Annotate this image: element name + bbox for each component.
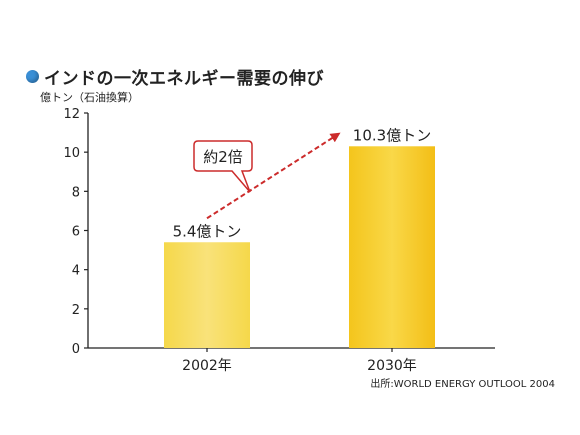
bar-2030: [349, 146, 435, 348]
y-tick-label: 0: [72, 342, 80, 357]
chart-title: インドの一次エネルギー需要の伸び: [44, 69, 324, 89]
blue-circle-bullet-icon: [26, 70, 39, 83]
category-labels: 2002年 2030年: [182, 358, 417, 374]
y-tick-label: 2: [72, 303, 80, 318]
growth-arrow: [206, 132, 341, 220]
y-tick-label: 8: [72, 185, 80, 200]
callout-box: [193, 140, 253, 193]
bar-value-label: 5.4億トン: [173, 222, 242, 240]
data-labels: 5.4億トン 10.3億トン: [173, 126, 432, 240]
title-row: インドの一次エネルギー需要の伸び: [26, 64, 324, 89]
bars: [164, 146, 435, 348]
bar-value-label: 10.3億トン: [353, 126, 431, 144]
source-note: 出所:WORLD ENERGY OUTLOOL 2004: [370, 377, 555, 390]
y-tick-label: 6: [72, 225, 80, 240]
bar-2002: [164, 242, 250, 348]
callout-label: 約2倍: [203, 148, 243, 166]
y-axis: 0 2 4 6 8 10 12: [63, 107, 89, 357]
x-category-label: 2030年: [367, 358, 417, 374]
y-tick-label: 10: [63, 146, 80, 161]
callout: 約2倍: [193, 140, 253, 193]
y-axis-label: 億トン（石油換算）: [40, 90, 139, 104]
y-tick-label: 4: [72, 264, 80, 279]
y-tick-label: 12: [63, 107, 80, 122]
x-axis: [88, 347, 495, 352]
x-category-label: 2002年: [182, 358, 232, 374]
